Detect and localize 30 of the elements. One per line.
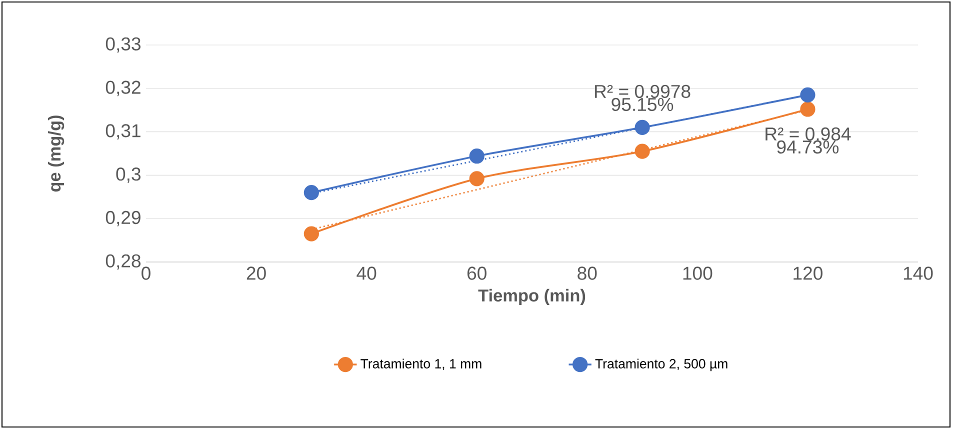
annotation: 94.73% (777, 140, 839, 154)
point (469, 171, 484, 186)
annotation: 95.15% (612, 98, 674, 112)
y-tick-label: 0,32 (106, 80, 140, 96)
x-tick-label: 140 (904, 266, 933, 280)
x-tick-label: 0 (142, 266, 150, 280)
point (634, 120, 650, 136)
annotation: R² = 0.984 (766, 127, 851, 141)
y-axis-title: qe (mg/g) (48, 116, 64, 192)
point (800, 102, 816, 117)
y-tick-label: 0,33 (106, 37, 140, 53)
legend-label: Tratamiento 2, 500 µm (595, 358, 728, 372)
legend-label: Tratamiento 1, 1 mm (360, 358, 482, 370)
point (469, 148, 484, 164)
x-tick-label: 20 (246, 266, 266, 280)
point (634, 144, 650, 159)
y-tick-label: 0,29 (106, 210, 140, 226)
x-tick-label: 80 (578, 266, 597, 280)
annotation: R² = 0.9978 (595, 84, 690, 98)
y-tick-label: 0,31 (106, 124, 140, 140)
x-axis-title: Tiempo (min) (478, 288, 586, 306)
point (800, 87, 816, 102)
x-tick-label: 40 (356, 266, 376, 280)
point (304, 185, 319, 200)
x-tick-label: 120 (794, 266, 822, 280)
y-tick-label: 0,3 (116, 168, 140, 183)
x-tick-label: 100 (683, 266, 712, 280)
y-tick-label: 0,28 (106, 254, 141, 270)
x-tick-label: 60 (467, 266, 486, 280)
point (304, 226, 319, 242)
